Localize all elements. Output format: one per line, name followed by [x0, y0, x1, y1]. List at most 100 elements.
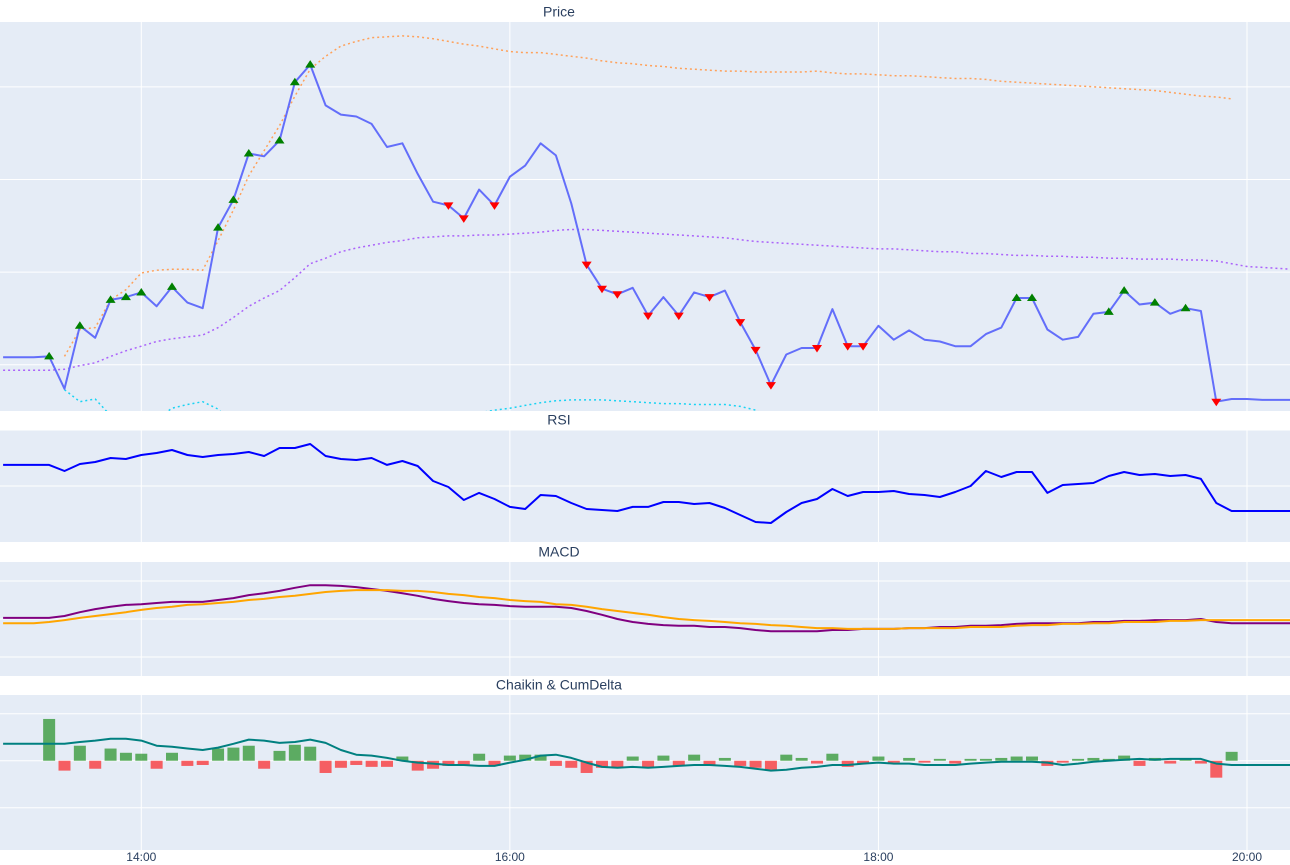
signal-marker [489, 202, 500, 210]
delta-bar [534, 754, 547, 761]
delta-bar [196, 760, 209, 765]
series-line [3, 737, 1290, 772]
x-tick-label: 18:00 [863, 850, 893, 864]
delta-bar [473, 753, 486, 761]
delta-bar [1133, 760, 1146, 766]
delta-bar [1072, 758, 1085, 761]
signal-marker [765, 382, 776, 390]
delta-bar [181, 760, 194, 766]
panel-title: RSI [547, 412, 570, 428]
delta-bar [611, 760, 624, 768]
band-line [63, 35, 1232, 357]
delta-bar [104, 748, 117, 761]
signal-marker [597, 285, 607, 294]
delta-bar [688, 754, 701, 761]
delta-bar [135, 753, 148, 761]
delta-bar [89, 760, 102, 769]
signal-marker [213, 223, 224, 231]
panel-title: Chaikin & CumDelta [496, 677, 622, 693]
delta-bar [1087, 757, 1100, 761]
signal-marker [243, 149, 254, 157]
signal-marker [842, 343, 853, 351]
delta-bar [334, 760, 347, 768]
signal-marker [289, 77, 300, 86]
delta-bar [718, 757, 731, 761]
delta-bar [273, 750, 286, 761]
delta-bar [734, 760, 747, 766]
delta-bar [427, 760, 440, 769]
delta-bar [995, 757, 1008, 761]
signal-marker [735, 319, 746, 327]
panel-background [0, 695, 1290, 850]
delta-bar [887, 760, 900, 763]
panel-background [0, 22, 1290, 411]
delta-bar [488, 760, 501, 766]
delta-bar [58, 760, 71, 771]
delta-bar [1210, 760, 1223, 778]
delta-bar [242, 745, 255, 761]
delta-bar [933, 758, 946, 761]
delta-bar [949, 760, 962, 764]
signal-marker [74, 321, 85, 329]
delta-bar [1056, 760, 1069, 763]
delta-bar [396, 756, 409, 761]
delta-bar [979, 758, 992, 761]
signal-marker [858, 343, 869, 351]
series-line [3, 589, 1290, 630]
delta-bar [288, 744, 301, 761]
delta-bar [1118, 755, 1131, 761]
delta-bar [872, 756, 885, 761]
signal-marker [458, 215, 469, 223]
plot-area [3, 443, 1290, 524]
signal-marker [228, 195, 239, 203]
delta-bar [565, 760, 578, 768]
delta-bar [258, 760, 271, 769]
delta-bar [764, 760, 777, 770]
x-tick-label: 16:00 [495, 850, 525, 864]
x-tick-label: 14:00 [126, 850, 156, 864]
delta-bar [672, 760, 685, 766]
panel-title: MACD [538, 544, 579, 560]
signal-marker [1103, 307, 1114, 315]
signal-marker [581, 261, 592, 270]
delta-bar [841, 760, 854, 767]
delta-bar [857, 760, 870, 764]
signal-marker [44, 351, 55, 360]
delta-bar [212, 748, 225, 761]
signal-marker [443, 202, 454, 210]
signal-marker [1149, 298, 1160, 306]
delta-bar [304, 746, 317, 761]
delta-bar [350, 760, 363, 765]
delta-bar [166, 752, 178, 761]
signal-marker [612, 291, 623, 299]
delta-bar [657, 755, 670, 761]
delta-bar [1026, 756, 1038, 761]
signal-marker [812, 345, 822, 353]
signal-marker [1027, 293, 1037, 302]
x-tick-label: 20:00 [1232, 850, 1262, 864]
signal-marker [1211, 398, 1222, 407]
delta-bar [826, 753, 839, 761]
delta-bar [903, 757, 916, 761]
delta-bar [227, 747, 240, 761]
signal-marker [136, 287, 147, 296]
band-line [3, 228, 1290, 371]
signal-marker [105, 295, 116, 303]
delta-bar [811, 760, 823, 764]
delta-bar [503, 755, 516, 761]
plot-area [3, 584, 1290, 633]
signal-marker [305, 60, 316, 68]
delta-bar [319, 760, 332, 773]
delta-bar [1010, 756, 1023, 761]
signal-marker [643, 312, 654, 321]
delta-bar [43, 718, 56, 761]
delta-bar [795, 757, 808, 761]
delta-bar [703, 760, 716, 765]
delta-bar [964, 758, 977, 761]
delta-bar [626, 756, 639, 761]
delta-bar [457, 760, 470, 766]
delta-bar [442, 760, 455, 766]
panel-title: Price [543, 4, 575, 20]
delta-bar [411, 760, 424, 771]
